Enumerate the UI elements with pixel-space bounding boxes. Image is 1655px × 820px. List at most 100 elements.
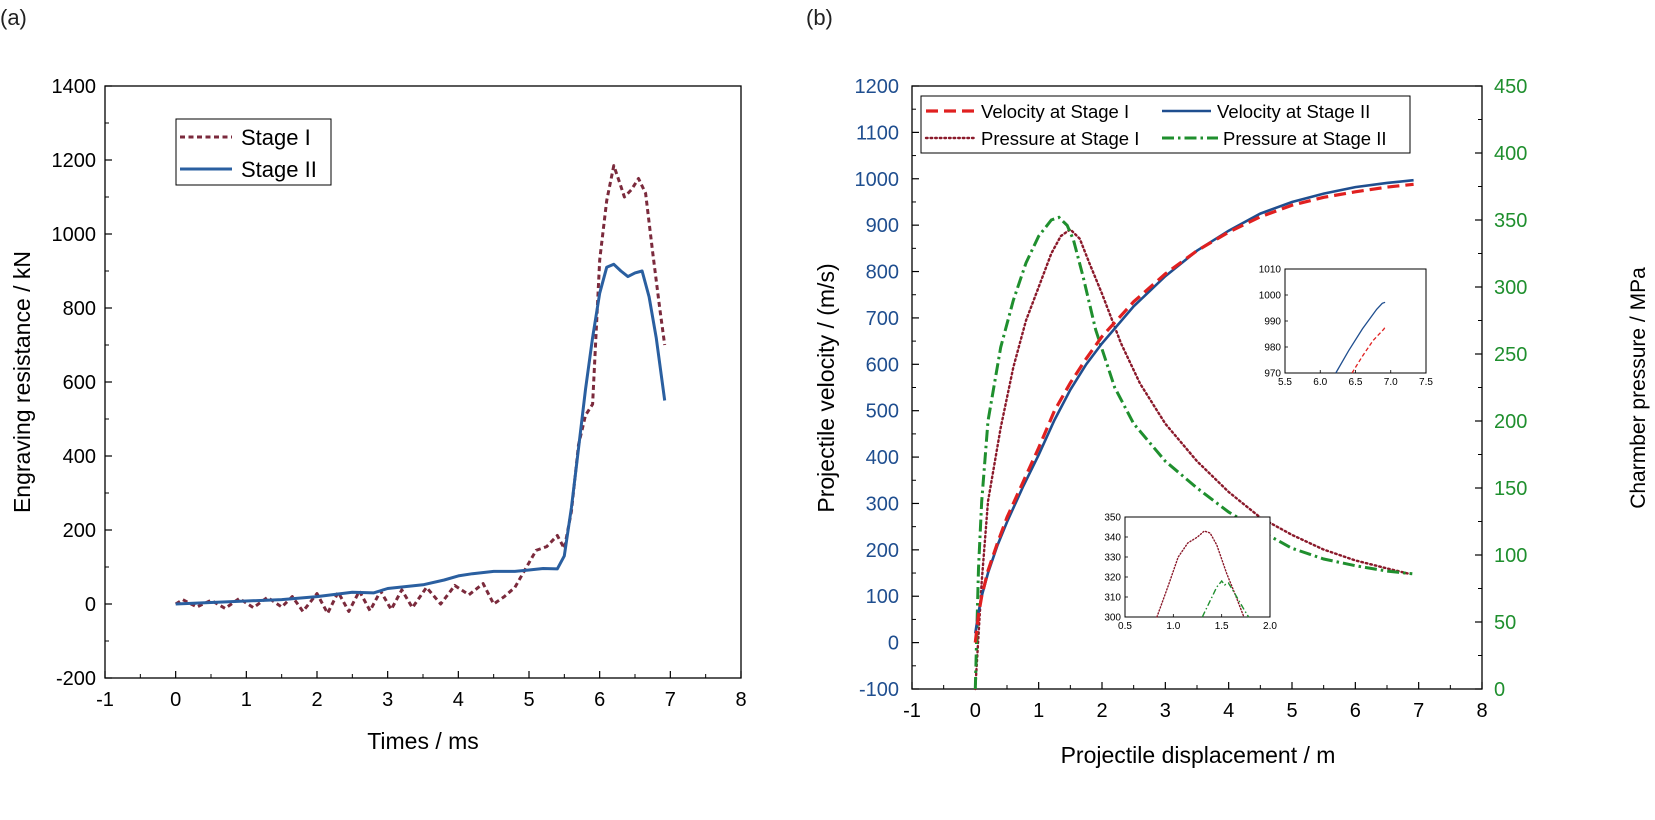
panel-b-label: (b) xyxy=(806,5,833,30)
inset-velocity-ticks: 5.5 6.0 6.5 7.0 7.5 970 980 990 1000 1010 xyxy=(1259,265,1434,389)
inset-pressure-stage-1-line xyxy=(1156,530,1245,618)
panel-b-inset-velocity: 5.5 6.0 6.5 7.0 7.5 970 980 990 1000 1010 xyxy=(1259,265,1434,389)
panel-a-plot-area xyxy=(174,164,667,615)
b-y-tick-label: 100 xyxy=(866,586,899,608)
panel-a-series-stage-2-line xyxy=(175,262,667,606)
panel-a-legend-box xyxy=(175,118,332,186)
panel-b-series-pressure-stage-2-line xyxy=(973,215,1413,690)
panel-a-legend: Stage I Stage II xyxy=(175,118,332,186)
b-x-tick-label: 6 xyxy=(1350,700,1361,722)
inset-x-tick-label: 6.5 xyxy=(1349,377,1363,388)
b-y2-tick-label: 350 xyxy=(1494,210,1527,232)
panel-b-y-axis-label: Projectile velocity / (m/s) xyxy=(813,263,839,512)
b-y-tick-label: 1100 xyxy=(856,122,899,144)
inset-x-tick-label: 7.5 xyxy=(1419,377,1433,388)
b-x-tick-label: 7 xyxy=(1413,700,1424,722)
inset-x-tick-label: 5.5 xyxy=(1278,377,1292,388)
inset-x-tick-label: 0.5 xyxy=(1118,621,1132,632)
panel-b-series-velocity-stage-1-line xyxy=(973,182,1414,643)
b-x-tick-label: 5 xyxy=(1286,700,1297,722)
a-x-tick-label: 7 xyxy=(665,689,676,711)
a-x-tick-label: -1 xyxy=(96,689,114,711)
panel-b-legend-pressure-stage-1-label: Pressure at Stage I xyxy=(981,128,1139,149)
b-y-tick-label: 900 xyxy=(866,215,899,237)
panel-b-legend-pressure-stage-2-label: Pressure at Stage II xyxy=(1223,128,1387,149)
panel-a: (a) -1 0 1 2 3 4 5 6 7 8 -200 0 200 400 600 800 1000 1200… xyxy=(0,5,747,754)
b-y-tick-label: -100 xyxy=(859,679,899,701)
panel-b: (b) -1 0 1 2 3 4 5 6 7 8-100010020030040050060070… xyxy=(806,5,1650,768)
b-y2-tick-label: 450 xyxy=(1494,76,1527,98)
inset-y-tick-label: 310 xyxy=(1104,593,1121,604)
b-y2-tick-label: 150 xyxy=(1494,478,1527,500)
panel-b-plot-area xyxy=(973,178,1414,691)
b-y2-tick-label: 100 xyxy=(1494,545,1527,567)
panel-b-series-pressure-stage-1-line xyxy=(974,227,1411,691)
b-y-tick-label: 500 xyxy=(866,401,899,423)
b-y2-tick-label: 200 xyxy=(1494,411,1527,433)
b-y-tick-label: 0 xyxy=(888,633,899,655)
b-x-tick-label: 4 xyxy=(1223,700,1234,722)
panel-a-x-axis-label: Times / ms xyxy=(367,728,479,754)
b-y-tick-label: 400 xyxy=(866,447,899,469)
inset-x-tick-label: 6.0 xyxy=(1313,377,1327,388)
a-x-tick-label: 0 xyxy=(170,689,181,711)
a-y-tick-label: 600 xyxy=(63,372,96,394)
b-y-tick-label: 700 xyxy=(866,308,899,330)
b-x-tick-label: 1 xyxy=(1033,700,1044,722)
b-y2-tick-label: 400 xyxy=(1494,143,1527,165)
panel-b-y2-axis-label: Charmber pressure / MPa xyxy=(1627,267,1650,509)
a-x-tick-label: 1 xyxy=(241,689,252,711)
panel-a-legend-stage-1-label: Stage I xyxy=(241,125,311,150)
inset-y-tick-label: 340 xyxy=(1104,533,1121,544)
a-y-tick-label: 1200 xyxy=(52,150,97,172)
panel-a-series-stage-1-line xyxy=(174,164,667,615)
inset-x-tick-label: 2.0 xyxy=(1263,621,1277,632)
panel-b-series-velocity-stage-2-line xyxy=(974,178,1414,634)
b-x-tick-label: 2 xyxy=(1096,700,1107,722)
b-x-tick-label: -1 xyxy=(903,700,921,722)
b-y2-tick-label: 0 xyxy=(1494,679,1505,701)
inset-y-tick-label: 1010 xyxy=(1259,265,1282,276)
a-y-tick-label: 1000 xyxy=(52,224,97,246)
b-y-tick-label: 300 xyxy=(866,493,899,515)
panel-b-inset-pressure: 0.5 1.0 1.5 2.0 300 310 320 330 340 350 xyxy=(1104,513,1277,633)
a-y-tick-label: 0 xyxy=(85,594,96,616)
a-y-tick-label: 400 xyxy=(63,446,96,468)
inset-x-tick-label: 1.0 xyxy=(1166,621,1180,632)
b-x-tick-label: 3 xyxy=(1160,700,1171,722)
a-y-tick-label: 1400 xyxy=(52,76,97,98)
inset-velocity-stage-1-line xyxy=(1351,325,1387,374)
inset-velocity-frame xyxy=(1284,268,1427,374)
a-y-tick-label: 800 xyxy=(63,298,96,320)
inset-y-tick-label: 300 xyxy=(1104,613,1121,624)
b-y-tick-label: 1000 xyxy=(855,169,900,191)
b-y2-tick-label: 250 xyxy=(1494,344,1527,366)
inset-x-tick-label: 1.5 xyxy=(1215,621,1229,632)
inset-y-tick-label: 980 xyxy=(1264,343,1281,354)
a-x-tick-label: 3 xyxy=(382,689,393,711)
b-y-tick-label: 200 xyxy=(866,540,899,562)
panel-b-legend-box xyxy=(920,95,1411,154)
a-x-tick-label: 2 xyxy=(311,689,322,711)
panel-b-legend-velocity-stage-1-label: Velocity at Stage I xyxy=(981,101,1129,122)
panel-b-legend-velocity-stage-2-label: Velocity at Stage II xyxy=(1217,101,1370,122)
b-x-tick-label: 8 xyxy=(1476,700,1487,722)
b-y2-tick-label: 50 xyxy=(1494,612,1516,634)
a-y-tick-label: 200 xyxy=(63,520,96,542)
inset-x-tick-label: 7.0 xyxy=(1384,377,1398,388)
inset-pressure-stage-2-line xyxy=(1201,579,1250,618)
a-x-tick-label: 6 xyxy=(594,689,605,711)
inset-y-tick-label: 330 xyxy=(1104,553,1121,564)
inset-velocity-stage-2-line xyxy=(1335,301,1386,374)
a-x-tick-label: 5 xyxy=(523,689,534,711)
panel-a-legend-stage-2-label: Stage II xyxy=(241,157,317,182)
inset-y-tick-label: 970 xyxy=(1264,369,1281,380)
panel-a-ticks: -1 0 1 2 3 4 5 6 7 8 -200 0 200 400 600 800 1000 1200 1400 xyxy=(52,76,747,711)
b-x-tick-label: 0 xyxy=(970,700,981,722)
panel-b-legend: Velocity at Stage I Velocity at Stage II… xyxy=(920,95,1411,154)
panel-a-y-axis-label: Engraving resistance / kN xyxy=(9,251,35,513)
panel-b-ticks: -1 0 1 2 3 4 5 6 7 8-1000100200300400500600700800… xyxy=(855,76,1528,722)
panel-b-x-axis-label: Projectile displacement / m xyxy=(1061,742,1336,768)
